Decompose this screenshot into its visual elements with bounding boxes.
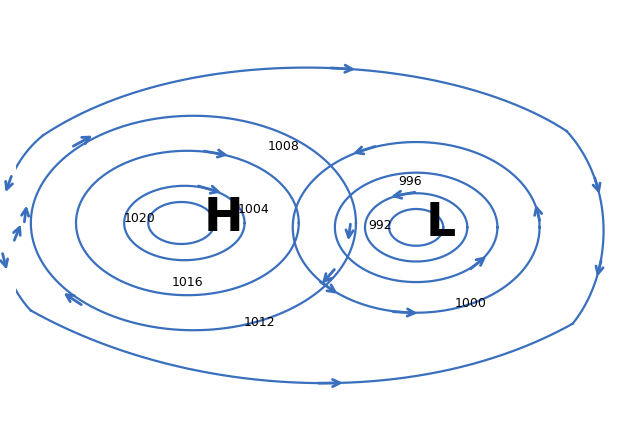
Text: 1004: 1004: [238, 203, 269, 216]
Text: H: H: [203, 196, 243, 241]
Text: 1000: 1000: [455, 297, 486, 310]
Text: 1020: 1020: [123, 212, 155, 225]
Text: 996: 996: [398, 175, 422, 188]
Text: 1008: 1008: [267, 140, 300, 153]
Text: 1012: 1012: [244, 316, 276, 329]
Text: 992: 992: [368, 219, 392, 231]
Text: L: L: [425, 201, 455, 245]
Text: 1016: 1016: [172, 276, 203, 289]
